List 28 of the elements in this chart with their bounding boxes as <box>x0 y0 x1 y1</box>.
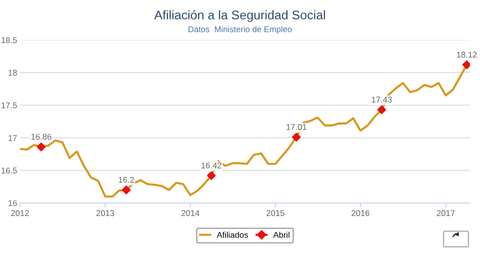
point <box>206 171 216 180</box>
y-tick-label: 18.5 <box>2 37 17 44</box>
y-tick-label: 16 <box>8 200 17 206</box>
point <box>377 105 386 114</box>
x-tick-label: 2014 <box>182 210 200 216</box>
legend-label: Abril <box>273 232 290 238</box>
x-tick-label: 2016 <box>352 210 370 216</box>
x-tick-label: 2017 <box>436 210 455 216</box>
x-tick-label: 2012 <box>11 210 29 216</box>
point <box>36 142 46 152</box>
x-tick-label: 2015 <box>266 210 284 216</box>
data-label: 17.43 <box>372 96 392 103</box>
data-label: 17.01 <box>286 124 306 130</box>
y-tick-label: 18 <box>8 70 17 76</box>
point <box>292 132 301 142</box>
y-tick-label: 17 <box>8 135 17 141</box>
y-tick-label: 16.5 <box>2 168 17 174</box>
y-tick-label: 17.5 <box>2 102 17 108</box>
point <box>122 186 131 194</box>
x-tick-label: 2013 <box>96 210 114 216</box>
point <box>462 60 470 70</box>
data-label: 16.86 <box>31 134 52 140</box>
data-label: 16.2 <box>118 176 134 183</box>
legend-label: Afiliados <box>216 232 248 238</box>
data-label: 18.12 <box>456 52 477 58</box>
chart-subtitle: Datos Ministerio de Empleo <box>188 26 292 34</box>
data-label: 16.42 <box>202 162 222 168</box>
chart-title: Afiliación a la Seguridad Social <box>154 10 325 22</box>
